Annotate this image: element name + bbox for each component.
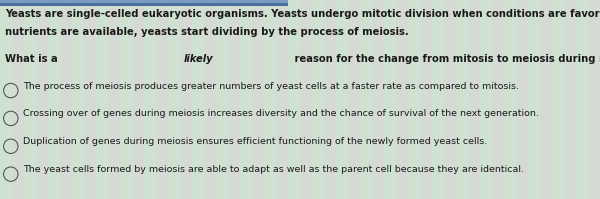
Text: What is a: What is a bbox=[5, 54, 61, 64]
Text: Yeasts are single-celled eukaryotic organisms. Yeasts undergo mitotic division w: Yeasts are single-celled eukaryotic orga… bbox=[5, 9, 600, 19]
FancyBboxPatch shape bbox=[276, 0, 288, 199]
FancyBboxPatch shape bbox=[420, 0, 432, 199]
FancyBboxPatch shape bbox=[0, 0, 12, 199]
FancyBboxPatch shape bbox=[504, 0, 516, 199]
FancyBboxPatch shape bbox=[84, 0, 96, 199]
Text: Duplication of genes during meiosis ensures efficient functioning of the newly f: Duplication of genes during meiosis ensu… bbox=[23, 137, 487, 146]
FancyBboxPatch shape bbox=[228, 0, 240, 199]
FancyBboxPatch shape bbox=[180, 0, 192, 199]
FancyBboxPatch shape bbox=[564, 0, 576, 199]
FancyBboxPatch shape bbox=[216, 0, 228, 199]
FancyBboxPatch shape bbox=[60, 0, 72, 199]
FancyBboxPatch shape bbox=[252, 0, 264, 199]
Text: likely: likely bbox=[184, 54, 213, 64]
FancyBboxPatch shape bbox=[528, 0, 540, 199]
FancyBboxPatch shape bbox=[120, 0, 132, 199]
FancyBboxPatch shape bbox=[36, 0, 48, 199]
FancyBboxPatch shape bbox=[288, 0, 300, 199]
FancyBboxPatch shape bbox=[192, 0, 204, 199]
FancyBboxPatch shape bbox=[12, 0, 24, 199]
FancyBboxPatch shape bbox=[588, 0, 600, 199]
FancyBboxPatch shape bbox=[132, 0, 144, 199]
Text: Crossing over of genes during meiosis increases diversity and the chance of surv: Crossing over of genes during meiosis in… bbox=[23, 109, 539, 118]
FancyBboxPatch shape bbox=[144, 0, 156, 199]
FancyBboxPatch shape bbox=[264, 0, 276, 199]
FancyBboxPatch shape bbox=[468, 0, 480, 199]
FancyBboxPatch shape bbox=[480, 0, 492, 199]
FancyBboxPatch shape bbox=[204, 0, 216, 199]
Text: The yeast cells formed by meiosis are able to adapt as well as the parent cell b: The yeast cells formed by meiosis are ab… bbox=[23, 165, 524, 174]
FancyBboxPatch shape bbox=[0, 3, 288, 6]
FancyBboxPatch shape bbox=[168, 0, 180, 199]
FancyBboxPatch shape bbox=[456, 0, 468, 199]
FancyBboxPatch shape bbox=[312, 0, 324, 199]
FancyBboxPatch shape bbox=[372, 0, 384, 199]
FancyBboxPatch shape bbox=[336, 0, 348, 199]
FancyBboxPatch shape bbox=[348, 0, 360, 199]
FancyBboxPatch shape bbox=[96, 0, 108, 199]
FancyBboxPatch shape bbox=[108, 0, 120, 199]
FancyBboxPatch shape bbox=[540, 0, 552, 199]
FancyBboxPatch shape bbox=[444, 0, 456, 199]
FancyBboxPatch shape bbox=[516, 0, 528, 199]
FancyBboxPatch shape bbox=[156, 0, 168, 199]
Text: The process of meiosis produces greater numbers of yeast cells at a faster rate : The process of meiosis produces greater … bbox=[23, 82, 519, 91]
FancyBboxPatch shape bbox=[396, 0, 408, 199]
FancyBboxPatch shape bbox=[72, 0, 84, 199]
FancyBboxPatch shape bbox=[576, 0, 588, 199]
FancyBboxPatch shape bbox=[0, 0, 288, 3]
FancyBboxPatch shape bbox=[300, 0, 312, 199]
FancyBboxPatch shape bbox=[48, 0, 60, 199]
Text: reason for the change from mitosis to meiosis during reproduction under these co: reason for the change from mitosis to me… bbox=[291, 54, 600, 64]
FancyBboxPatch shape bbox=[24, 0, 36, 199]
FancyBboxPatch shape bbox=[324, 0, 336, 199]
FancyBboxPatch shape bbox=[432, 0, 444, 199]
FancyBboxPatch shape bbox=[552, 0, 564, 199]
FancyBboxPatch shape bbox=[408, 0, 420, 199]
FancyBboxPatch shape bbox=[492, 0, 504, 199]
FancyBboxPatch shape bbox=[360, 0, 372, 199]
Text: nutrients are available, yeasts start dividing by the process of meiosis.: nutrients are available, yeasts start di… bbox=[5, 27, 409, 37]
FancyBboxPatch shape bbox=[384, 0, 396, 199]
FancyBboxPatch shape bbox=[240, 0, 252, 199]
